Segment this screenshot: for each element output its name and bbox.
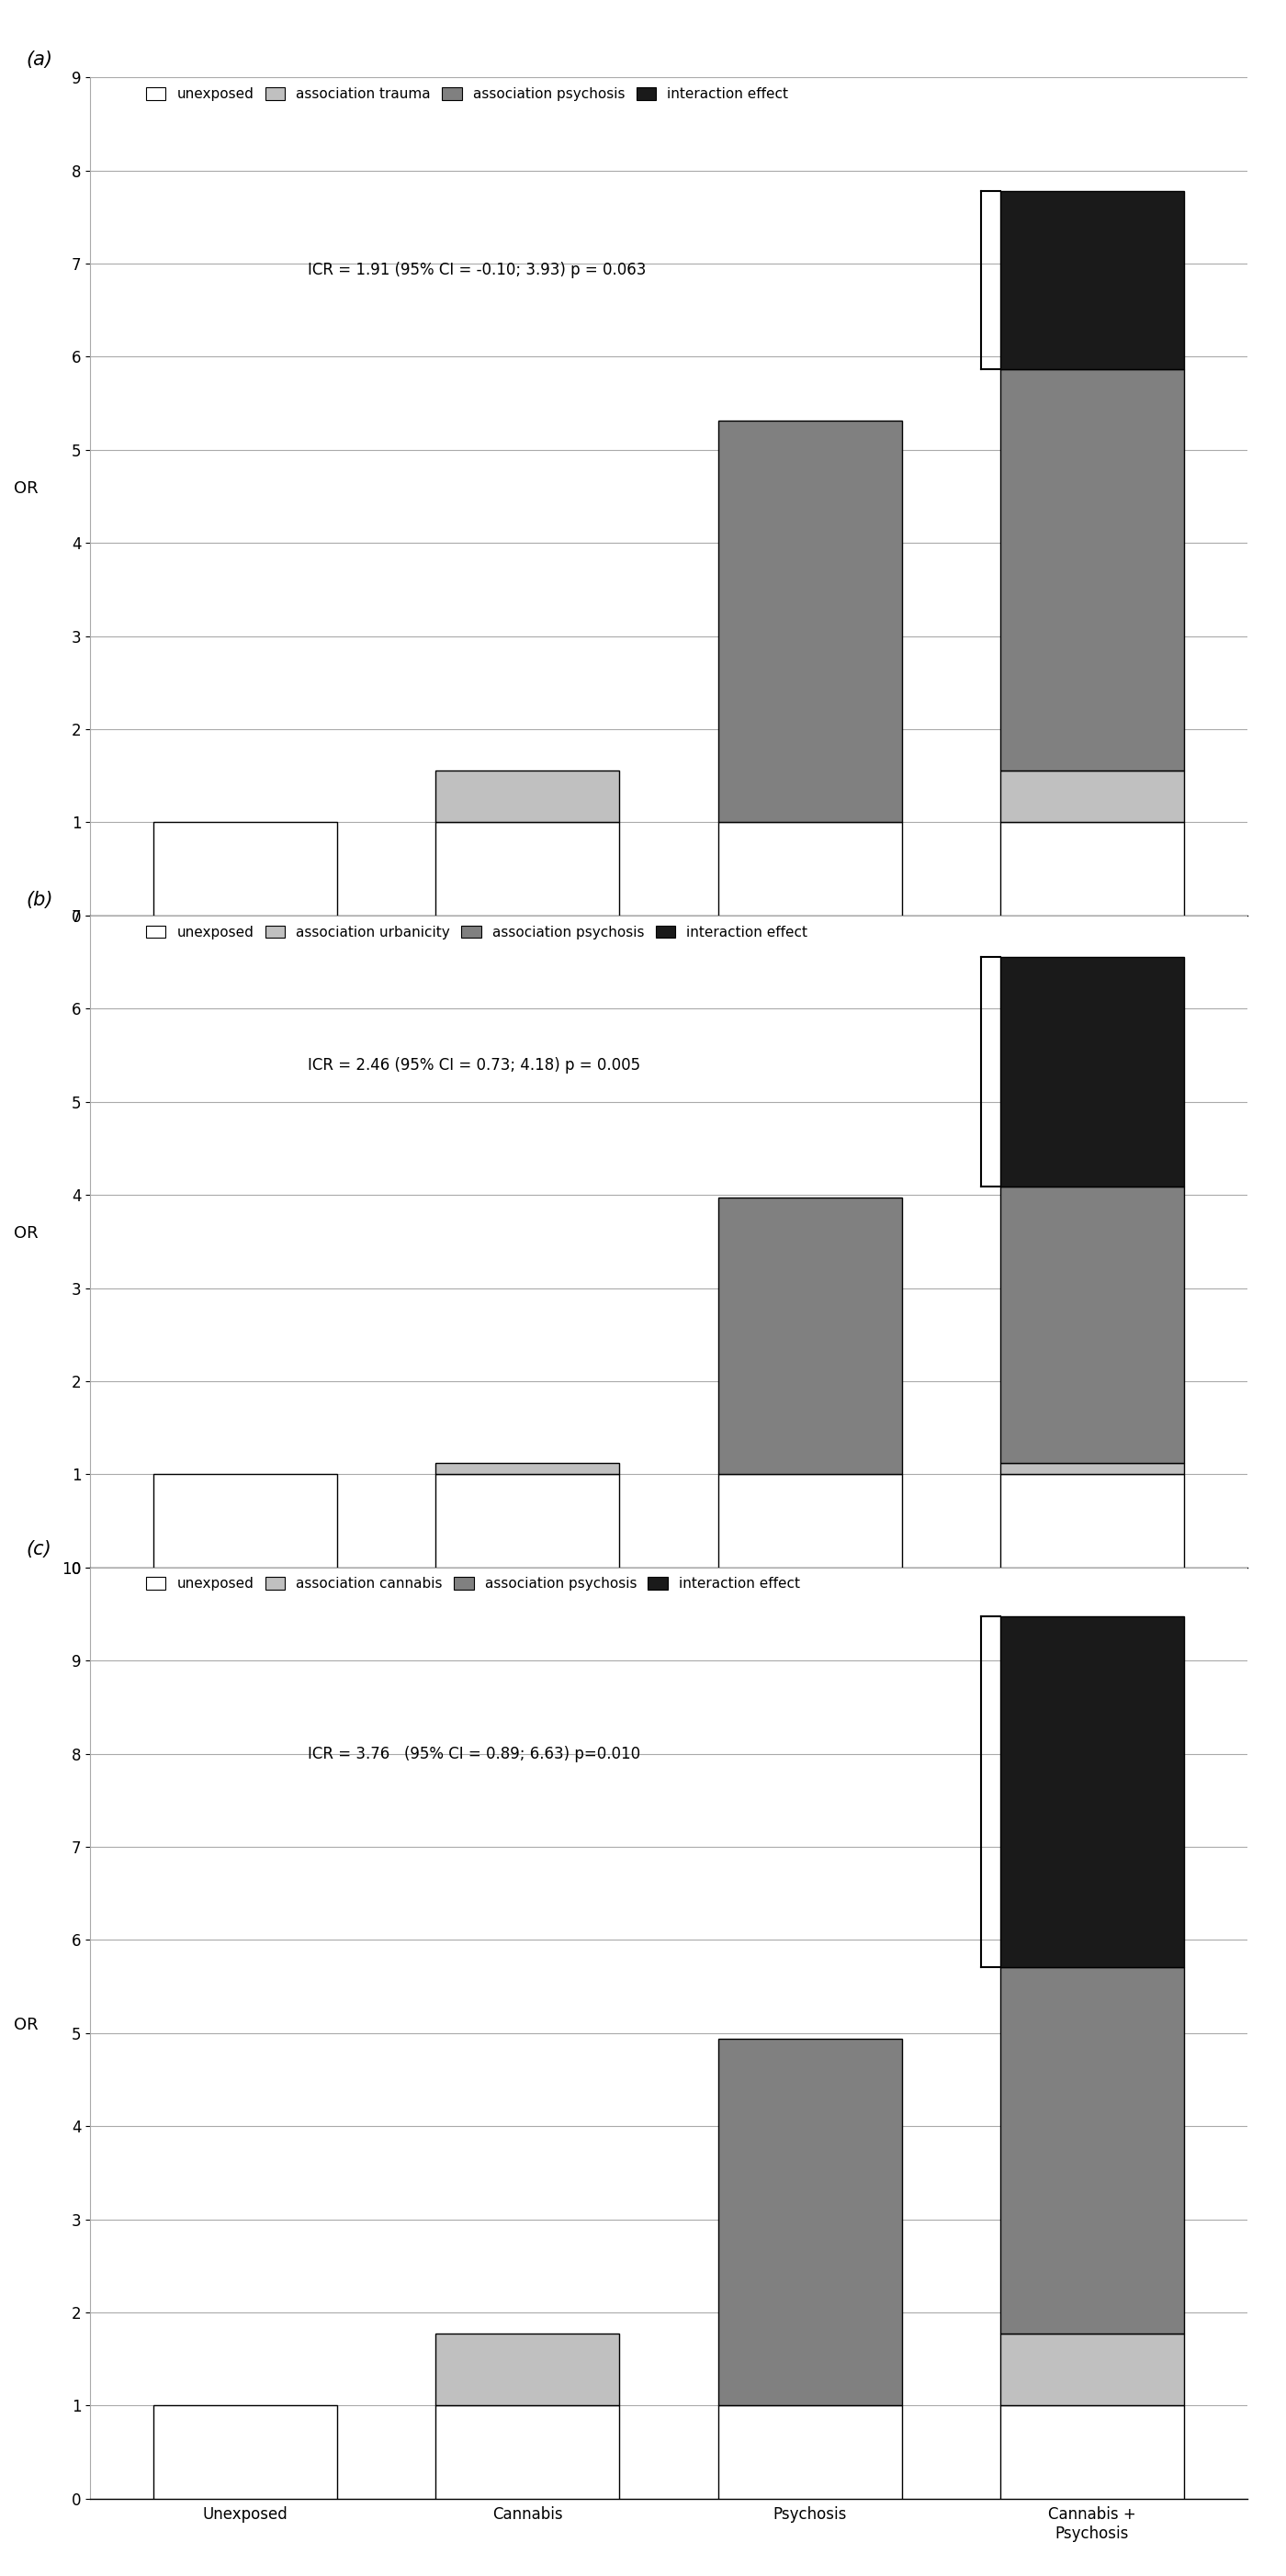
Bar (436, 822, 620, 914)
Bar (436, 1463, 620, 1473)
Bar (1001, 1473, 1184, 1566)
Text: OR = 3.97
(95% CI =
2.91; 5.43): OR = 3.97 (95% CI = 2.91; 5.43) (772, 1749, 849, 1795)
Bar (718, 822, 901, 914)
Bar (718, 2406, 901, 2499)
Bar (1001, 2334, 1184, 2406)
Bar (1001, 2406, 1184, 2499)
Bar (1001, 1463, 1184, 1473)
Bar (153, 822, 337, 914)
Text: (b): (b) (27, 891, 54, 909)
Bar (1001, 1618, 1184, 1968)
Bar (1001, 770, 1184, 822)
Bar (1001, 1188, 1184, 1463)
Text: OR = 5.31
(95% CI =
4.22; 6.69): OR = 5.31 (95% CI = 4.22; 6.69) (772, 1149, 849, 1195)
Text: OR = 6.55
(95% CI =
5.14; 8.35): OR = 6.55 (95% CI = 5.14; 8.35) (1053, 1749, 1130, 1795)
Bar (1001, 368, 1184, 770)
Bar (718, 420, 901, 822)
Bar (1001, 958, 1184, 1188)
Text: (c): (c) (27, 1540, 51, 1558)
Text: ICR = 1.91 (95% CI = -0.10; 3.93) p = 0.063: ICR = 1.91 (95% CI = -0.10; 3.93) p = 0.… (307, 263, 646, 278)
Y-axis label: OR: OR (14, 2017, 39, 2032)
Bar (436, 770, 620, 822)
Text: OR = 1.56
(95% CI =
1.35; 1.79): OR = 1.56 (95% CI = 1.35; 1.79) (489, 1149, 566, 1195)
Bar (436, 2334, 620, 2406)
Text: ICR = 2.46 (95% CI = 0.73; 4.18) p = 0.005: ICR = 2.46 (95% CI = 0.73; 4.18) p = 0.0… (307, 1056, 640, 1074)
Y-axis label: OR: OR (14, 479, 39, 497)
Legend: unexposed, association urbanicity, association psychosis, interaction effect: unexposed, association urbanicity, assoc… (143, 922, 810, 943)
Text: OR = 1.12
(95% CI =
0.94; 1.34): OR = 1.12 (95% CI = 0.94; 1.34) (489, 1749, 566, 1795)
Bar (436, 2406, 620, 2499)
Text: (a): (a) (27, 52, 53, 70)
Bar (718, 1473, 901, 1566)
Bar (718, 2038, 901, 2406)
Bar (1001, 822, 1184, 914)
Bar (153, 2406, 337, 2499)
Bar (1001, 1968, 1184, 2334)
Legend: unexposed, association cannabis, association psychosis, interaction effect: unexposed, association cannabis, associa… (143, 1574, 802, 1595)
Text: OR = 7.78
(95% CI =
6.08; 9.96): OR = 7.78 (95% CI = 6.08; 9.96) (1053, 1149, 1130, 1195)
Bar (436, 1473, 620, 1566)
Y-axis label: OR: OR (14, 1226, 39, 1242)
Bar (718, 1198, 901, 1473)
Bar (1001, 191, 1184, 368)
Legend: unexposed, association trauma, association psychosis, interaction effect: unexposed, association trauma, associati… (143, 85, 791, 103)
Text: ICR = 3.76   (95% CI = 0.89; 6.63) p=0.010: ICR = 3.76 (95% CI = 0.89; 6.63) p=0.010 (307, 1747, 640, 1762)
Bar (153, 1473, 337, 1566)
